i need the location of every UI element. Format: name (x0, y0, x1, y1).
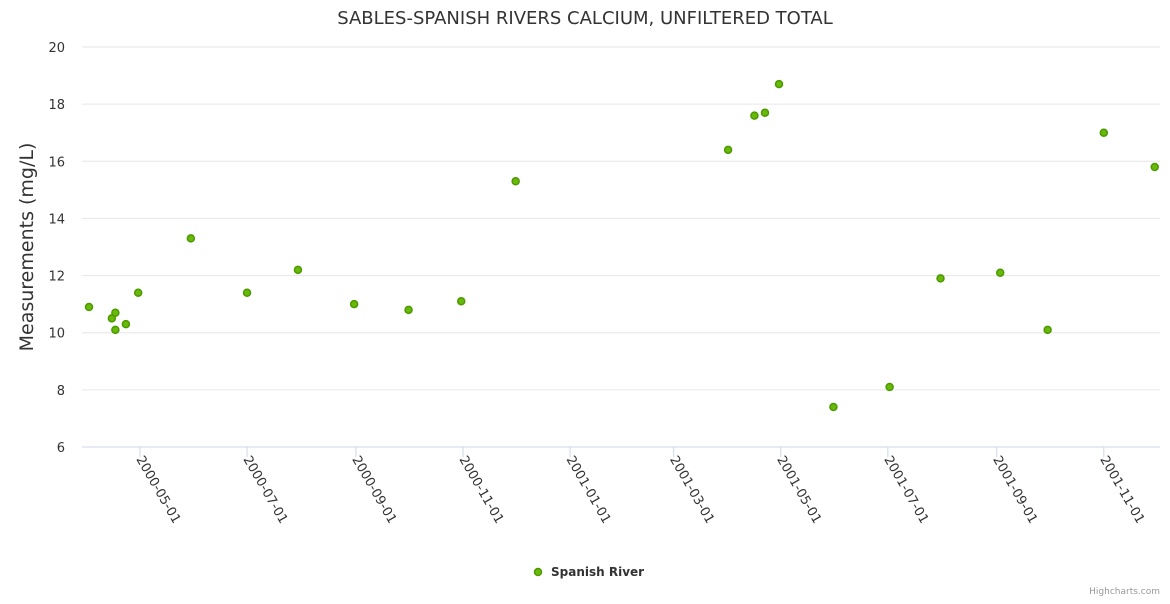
y-tick-label: 14 (48, 212, 65, 227)
data-point[interactable] (404, 305, 413, 315)
data-point[interactable] (1043, 325, 1052, 335)
legend-label[interactable]: Spanish River (551, 565, 644, 579)
credits-link[interactable]: Highcharts.com (1089, 587, 1160, 597)
data-point[interactable] (829, 402, 838, 412)
data-point[interactable] (242, 288, 252, 297)
legend[interactable]: Spanish River (533, 565, 645, 579)
data-point[interactable] (1150, 162, 1159, 172)
x-tick-label: 2001-07-01 (880, 454, 931, 527)
x-tick-label: 2000-05-01 (132, 454, 183, 527)
data-point[interactable] (750, 111, 759, 120)
data-point[interactable] (121, 319, 131, 329)
gridlines (82, 46, 1160, 391)
data-point[interactable] (760, 108, 770, 117)
data-point[interactable] (936, 274, 945, 283)
data-point[interactable] (774, 79, 784, 89)
data-point[interactable] (723, 145, 733, 155)
data-point[interactable] (293, 265, 303, 275)
y-axis-title: Measurements (mg/L) (16, 143, 38, 352)
y-tick-label: 12 (48, 270, 65, 285)
data-point[interactable] (186, 234, 196, 243)
y-tick-label: 6 (57, 441, 65, 456)
x-tick-label: 2000-09-01 (348, 454, 399, 527)
x-tick-label: 2001-03-01 (666, 454, 717, 527)
data-point[interactable] (133, 288, 143, 297)
data-point[interactable] (84, 302, 94, 312)
data-point[interactable] (1099, 128, 1109, 137)
y-tick-label: 18 (48, 98, 65, 113)
data-point[interactable] (349, 299, 359, 309)
y-tick-label: 10 (48, 327, 65, 342)
data-point[interactable] (111, 308, 120, 317)
data-point[interactable] (111, 325, 120, 335)
x-tick-label: 2000-07-01 (240, 454, 291, 527)
y-tick-label: 20 (48, 41, 65, 56)
x-axis-ticks: 2000-05-01 2000-07-01 2000-09-01 2000-11-01… (132, 447, 1147, 526)
x-tick-label: 2001-05-01 (773, 454, 824, 527)
data-point[interactable] (885, 382, 894, 392)
y-tick-label: 8 (57, 384, 65, 399)
x-tick-label: 2001-01-01 (563, 454, 614, 527)
y-tick-label: 16 (48, 155, 65, 170)
legend-marker-icon (533, 567, 543, 577)
data-points (84, 79, 1159, 412)
x-tick-label: 2001-09-01 (989, 454, 1040, 527)
data-point[interactable] (511, 177, 520, 186)
chart-title: SABLES-SPANISH RIVERS CALCIUM, UNFILTERE… (337, 8, 833, 29)
data-point[interactable] (995, 268, 1005, 277)
data-point[interactable] (456, 297, 466, 306)
x-tick-label: 2000-11-01 (456, 454, 507, 527)
y-axis-ticks: 6 8 10 12 14 16 18 20 (48, 41, 65, 456)
x-tick-label: 2001-11-01 (1096, 454, 1147, 527)
